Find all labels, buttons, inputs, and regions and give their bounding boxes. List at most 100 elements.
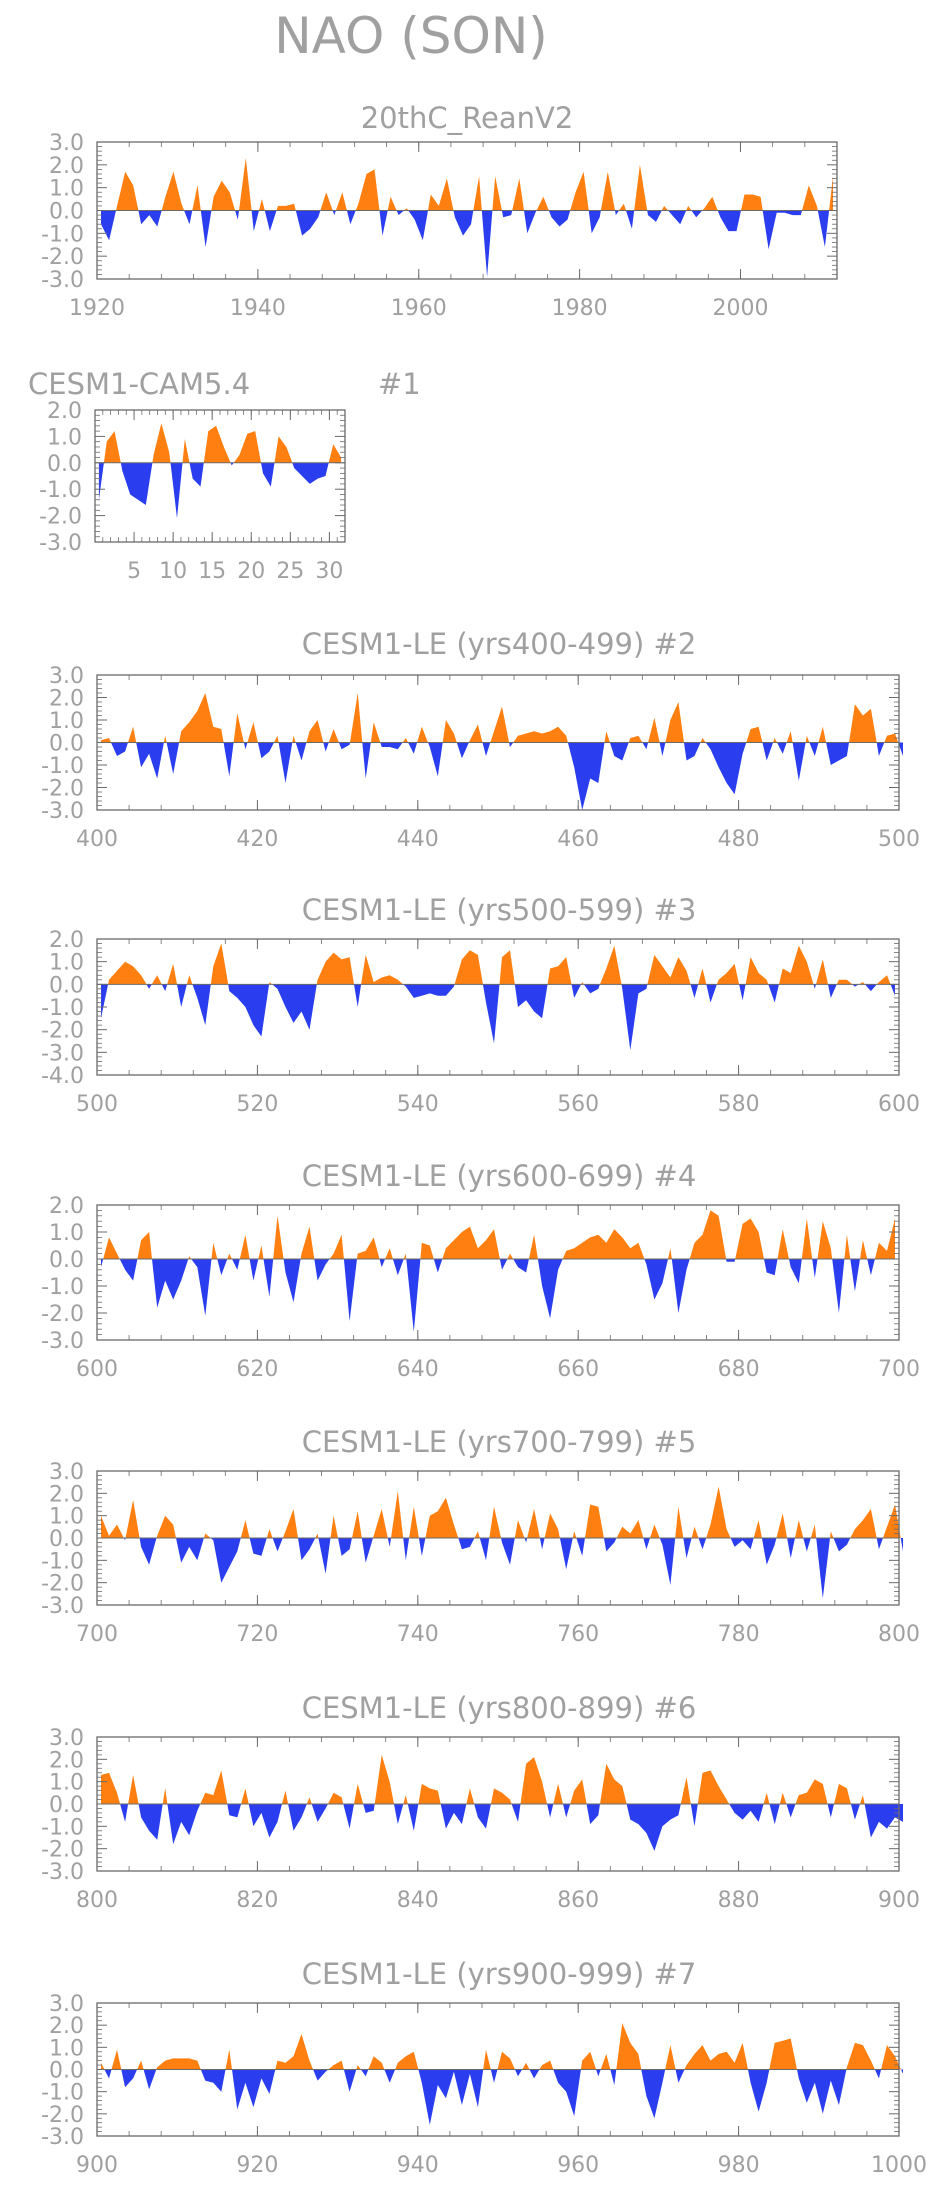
- positive-area: [203, 1533, 211, 1538]
- positive-area: [374, 1754, 394, 1804]
- negative-area: [586, 1804, 600, 1825]
- negative-area: [786, 1804, 796, 1818]
- y-tick-label: 2.0: [49, 154, 84, 179]
- negative-area: [671, 1259, 690, 1313]
- positive-area: [156, 2058, 201, 2070]
- positive-area: [520, 1757, 548, 1804]
- negative-area: [828, 984, 837, 998]
- negative-area: [123, 1538, 126, 1541]
- positive-area: [275, 2034, 314, 2070]
- positive-area: [269, 982, 273, 985]
- panel-title: CESM1-LE (yrs800-899) #6: [302, 1691, 697, 1725]
- negative-area: [191, 1259, 212, 1316]
- positive-area: [306, 1797, 312, 1804]
- x-tick-label: 840: [397, 1888, 439, 1913]
- y-tick-label: -2.0: [39, 505, 82, 530]
- negative-area: [251, 210, 259, 232]
- positive-area: [300, 1226, 315, 1259]
- negative-area: [343, 1259, 357, 1322]
- negative-area: [166, 742, 180, 774]
- negative-area: [787, 1538, 795, 1559]
- panel-run-label: #1: [378, 367, 421, 401]
- x-tick-label: 760: [557, 1622, 599, 1647]
- positive-area: [779, 945, 814, 985]
- negative-area: [408, 210, 428, 241]
- positive-area: [675, 1506, 684, 1538]
- x-tick-label: 980: [718, 2153, 760, 2178]
- negative-area: [136, 742, 164, 779]
- negative-area: [177, 984, 187, 1007]
- negative-area: [257, 742, 274, 759]
- negative-area: [418, 1538, 426, 1556]
- positive-area: [668, 1248, 672, 1259]
- y-tick-label: 1.0: [49, 1771, 84, 1796]
- negative-area: [768, 984, 779, 1003]
- y-tick-label: 1.0: [49, 709, 84, 734]
- negative-area: [705, 742, 747, 795]
- x-tick-label: 500: [878, 827, 920, 852]
- negative-area: [121, 2069, 138, 2088]
- negative-area: [139, 1538, 157, 1565]
- negative-area: [161, 984, 168, 992]
- y-tick-label: -2.0: [41, 777, 84, 802]
- x-tick-label: 1000: [871, 2153, 927, 2178]
- negative-area: [292, 462, 329, 484]
- x-tick-label: 30: [315, 559, 343, 584]
- positive-area: [355, 169, 380, 211]
- x-tick-label: 460: [557, 827, 599, 852]
- positive-area: [385, 1248, 393, 1259]
- negative-area: [456, 742, 469, 759]
- negative-area: [384, 2069, 396, 2083]
- x-tick-label: 740: [397, 1622, 439, 1647]
- y-tick-label: 3.0: [49, 664, 84, 689]
- positive-area: [858, 982, 865, 985]
- positive-area: [562, 1229, 645, 1259]
- positive-area: [689, 1210, 727, 1259]
- negative-area: [621, 984, 648, 1051]
- y-tick-label: -2.0: [41, 2103, 84, 2128]
- y-tick-label: 2.0: [49, 1482, 84, 1507]
- y-tick-label: -1.0: [39, 478, 82, 503]
- negative-area: [407, 1804, 419, 1831]
- negative-area: [690, 984, 699, 998]
- positive-area: [513, 726, 568, 743]
- negative-area: [827, 1804, 834, 1818]
- y-tick-label: -2.0: [41, 1572, 84, 1597]
- negative-area: [343, 1804, 354, 1829]
- negative-area: [509, 742, 514, 747]
- negative-area: [184, 210, 193, 225]
- positive-area: [161, 171, 185, 211]
- negative-area: [200, 210, 212, 247]
- negative-area: [490, 2069, 498, 2083]
- positive-area: [211, 180, 236, 211]
- positive-area: [572, 1531, 577, 1538]
- positive-area: [404, 208, 409, 211]
- positive-area: [137, 2060, 144, 2070]
- y-tick-label: -3.0: [41, 268, 84, 293]
- positive-area: [163, 735, 167, 743]
- positive-area: [352, 1511, 362, 1538]
- y-tick-label: 0.0: [49, 2059, 84, 2084]
- positive-area: [418, 1783, 441, 1804]
- panel-title: CESM1-LE (yrs400-499) #2: [302, 627, 697, 661]
- x-tick-label: 1920: [69, 296, 125, 321]
- negative-area: [832, 1259, 845, 1313]
- x-tick-label: 600: [76, 1357, 118, 1382]
- positive-area: [403, 1795, 408, 1804]
- negative-area: [803, 1538, 811, 1552]
- positive-area: [528, 1234, 538, 1259]
- positive-area: [103, 431, 121, 463]
- negative-area: [762, 742, 774, 761]
- positive-area: [600, 2054, 611, 2070]
- negative-area: [762, 210, 802, 250]
- positive-area: [570, 1779, 587, 1804]
- negative-area: [901, 2069, 903, 2074]
- negative-area: [288, 1804, 307, 1831]
- negative-area: [380, 742, 403, 750]
- positive-area: [570, 171, 589, 211]
- positive-area: [490, 706, 510, 743]
- y-tick-label: 0.0: [49, 1793, 84, 1818]
- y-tick-label: 2.0: [49, 1194, 84, 1219]
- negative-area: [596, 2069, 601, 2077]
- positive-area: [829, 176, 833, 211]
